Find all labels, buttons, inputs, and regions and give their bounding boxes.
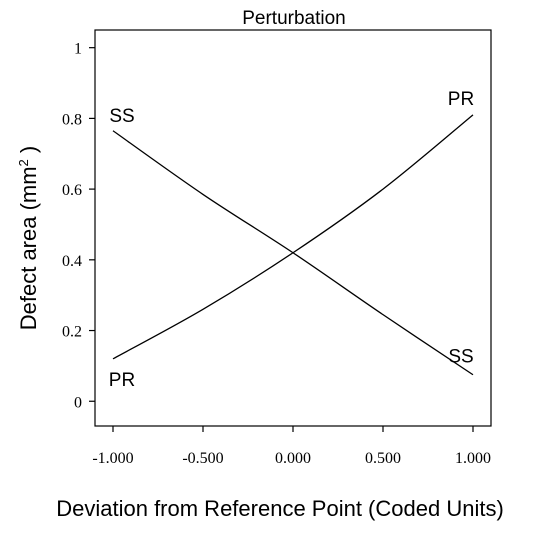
series-label-ss: SS (109, 106, 134, 127)
y-axis-label-main: Defect area (mm (16, 166, 41, 330)
x-tick-label: -1.000 (92, 450, 133, 467)
y-axis-label: Defect area (mm2 ) (16, 146, 41, 331)
y-tick-label: 0 (74, 394, 82, 411)
x-axis: -1.000 -0.500 0.000 0.500 1.000 (92, 426, 491, 467)
x-axis-label: Deviation from Reference Point (Coded Un… (56, 496, 504, 521)
x-tick-label: -0.500 (182, 450, 223, 467)
series-label-pr: PR (109, 370, 135, 391)
series-label-pr: PR (448, 89, 474, 110)
plot-frame (94, 29, 492, 427)
y-tick-label: 0.8 (62, 111, 82, 128)
y-tick-label: 0.6 (62, 182, 82, 199)
x-tick-label: 0.500 (365, 450, 401, 467)
x-tick-label: 1.000 (455, 450, 491, 467)
y-tick-label: 0.4 (62, 253, 82, 270)
y-axis-label-close: ) (16, 146, 41, 159)
x-tick-label: 0.000 (275, 450, 311, 467)
y-axis: 0 0.2 0.4 0.6 0.8 1 (62, 41, 95, 411)
y-axis-label-superscript: 2 (16, 159, 31, 166)
y-tick-label: 1 (74, 41, 82, 58)
y-tick-label: 0.2 (62, 324, 82, 341)
chart-title: Perturbation (242, 8, 346, 29)
series-layer (112, 114, 474, 376)
series-label-ss: SS (448, 347, 473, 368)
annotation-layer: SS SS PR PR (109, 89, 474, 391)
series-line-pr (112, 114, 474, 360)
